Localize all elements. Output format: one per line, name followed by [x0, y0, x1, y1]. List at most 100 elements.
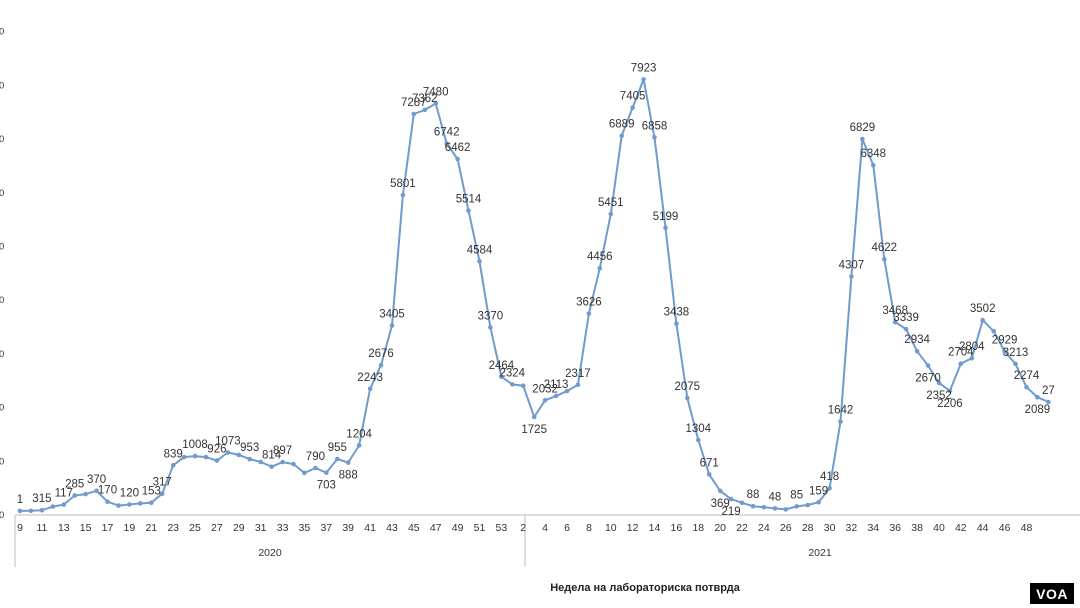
data-label: 703 [317, 480, 336, 492]
x-tick-label: 28 [802, 522, 814, 534]
data-label: 315 [32, 493, 51, 505]
x-tick-label: 27 [211, 522, 223, 534]
x-tick-label: 36 [889, 522, 901, 534]
data-point [1002, 349, 1007, 354]
y-axis-label: 0 [0, 188, 4, 199]
data-point [324, 470, 329, 476]
data-point [827, 485, 832, 491]
data-label: 7287 [401, 97, 427, 109]
x-axis-year-labels: 2020 2021 [258, 547, 832, 559]
data-label: 2206 [937, 398, 963, 410]
data-label: 285 [65, 479, 84, 491]
y-axis-label: 0 [0, 295, 4, 306]
data-label: 955 [328, 442, 347, 454]
data-label: 6889 [609, 119, 635, 131]
data-label: 1008 [182, 439, 208, 451]
y-axis-labels: 0 0 0 0 0 0 0 0 0 0 [0, 27, 4, 521]
data-label: 159 [809, 485, 828, 497]
data-point [783, 507, 789, 512]
data-point [1013, 361, 1018, 367]
x-tick-label: 14 [649, 522, 661, 534]
data-point [269, 464, 274, 470]
y-axis-label: 0 [0, 510, 4, 521]
data-point [28, 508, 34, 514]
data-label: 7405 [620, 91, 646, 103]
data-point [313, 465, 318, 471]
data-point [991, 328, 996, 334]
data-label: 4584 [467, 244, 493, 256]
data-point [203, 454, 209, 460]
data-label: 219 [722, 506, 741, 518]
x-tick-label: 53 [496, 522, 508, 534]
y-axis-label: 0 [0, 242, 4, 253]
data-point [1035, 394, 1040, 400]
data-label: 2243 [357, 372, 383, 384]
data-point [138, 501, 143, 506]
data-label: 2804 [959, 341, 985, 353]
x-tick-label: 40 [933, 522, 945, 534]
data-label: 888 [339, 470, 358, 482]
data-point [389, 323, 395, 328]
data-label: 3438 [664, 307, 690, 319]
x-tick-label: 31 [255, 522, 267, 534]
x-tick-label: 21 [145, 522, 157, 534]
data-label: 2704 [948, 347, 974, 359]
data-label: 4622 [872, 242, 898, 254]
data-label: 1725 [521, 424, 547, 436]
data-label: 5451 [598, 197, 624, 209]
data-point [630, 105, 635, 110]
x-tick-label: 38 [911, 522, 923, 534]
data-label: 5514 [456, 194, 482, 206]
data-point [575, 382, 581, 388]
data-label: 1642 [828, 405, 854, 417]
y-axis-label: 0 [0, 456, 4, 467]
data-point [969, 355, 975, 361]
data-point [706, 472, 712, 477]
data-label: 3213 [1003, 347, 1029, 359]
data-label: 2032 [532, 383, 558, 395]
data-point [860, 136, 865, 142]
data-point [597, 265, 603, 271]
series-line-layer [19, 78, 1049, 512]
data-point [882, 256, 887, 262]
data-label: 2075 [675, 381, 701, 393]
x-tick-label: 10 [605, 522, 617, 534]
x-tick-label: 43 [386, 522, 398, 534]
year-label: 2021 [808, 547, 832, 559]
data-label: 153 [142, 486, 161, 498]
x-tick-label: 51 [474, 522, 486, 534]
data-label: 7362 [412, 93, 438, 105]
data-label: 839 [164, 448, 183, 460]
data-label: 6829 [850, 122, 876, 134]
data-point [455, 156, 460, 162]
data-point [914, 348, 920, 354]
x-tick-label: 41 [364, 522, 376, 534]
data-point [236, 452, 242, 458]
data-label: 370 [87, 474, 106, 486]
data-label: 2324 [500, 367, 526, 379]
data-point [849, 274, 854, 279]
data-point [192, 453, 198, 459]
data-point [674, 321, 679, 327]
data-point [291, 461, 296, 467]
data-point [83, 491, 88, 497]
data-label: 790 [306, 451, 325, 463]
data-label: 170 [98, 485, 117, 497]
data-point [520, 383, 526, 389]
data-label: 3339 [893, 312, 919, 324]
data-point [586, 311, 592, 316]
data-point [652, 135, 657, 140]
x-tick-label: 2 [520, 522, 526, 534]
data-label: 2934 [904, 334, 930, 346]
data-point [116, 503, 121, 508]
data-point [356, 443, 362, 448]
data-label: 2317 [565, 368, 591, 380]
data-point [258, 459, 264, 465]
data-label: 4456 [587, 251, 613, 263]
data-label: 2274 [1014, 370, 1040, 382]
data-label: 120 [120, 488, 139, 500]
data-label: 88 [747, 489, 760, 501]
voa-logo-badge: VOA [1030, 583, 1074, 604]
data-point [335, 456, 340, 462]
